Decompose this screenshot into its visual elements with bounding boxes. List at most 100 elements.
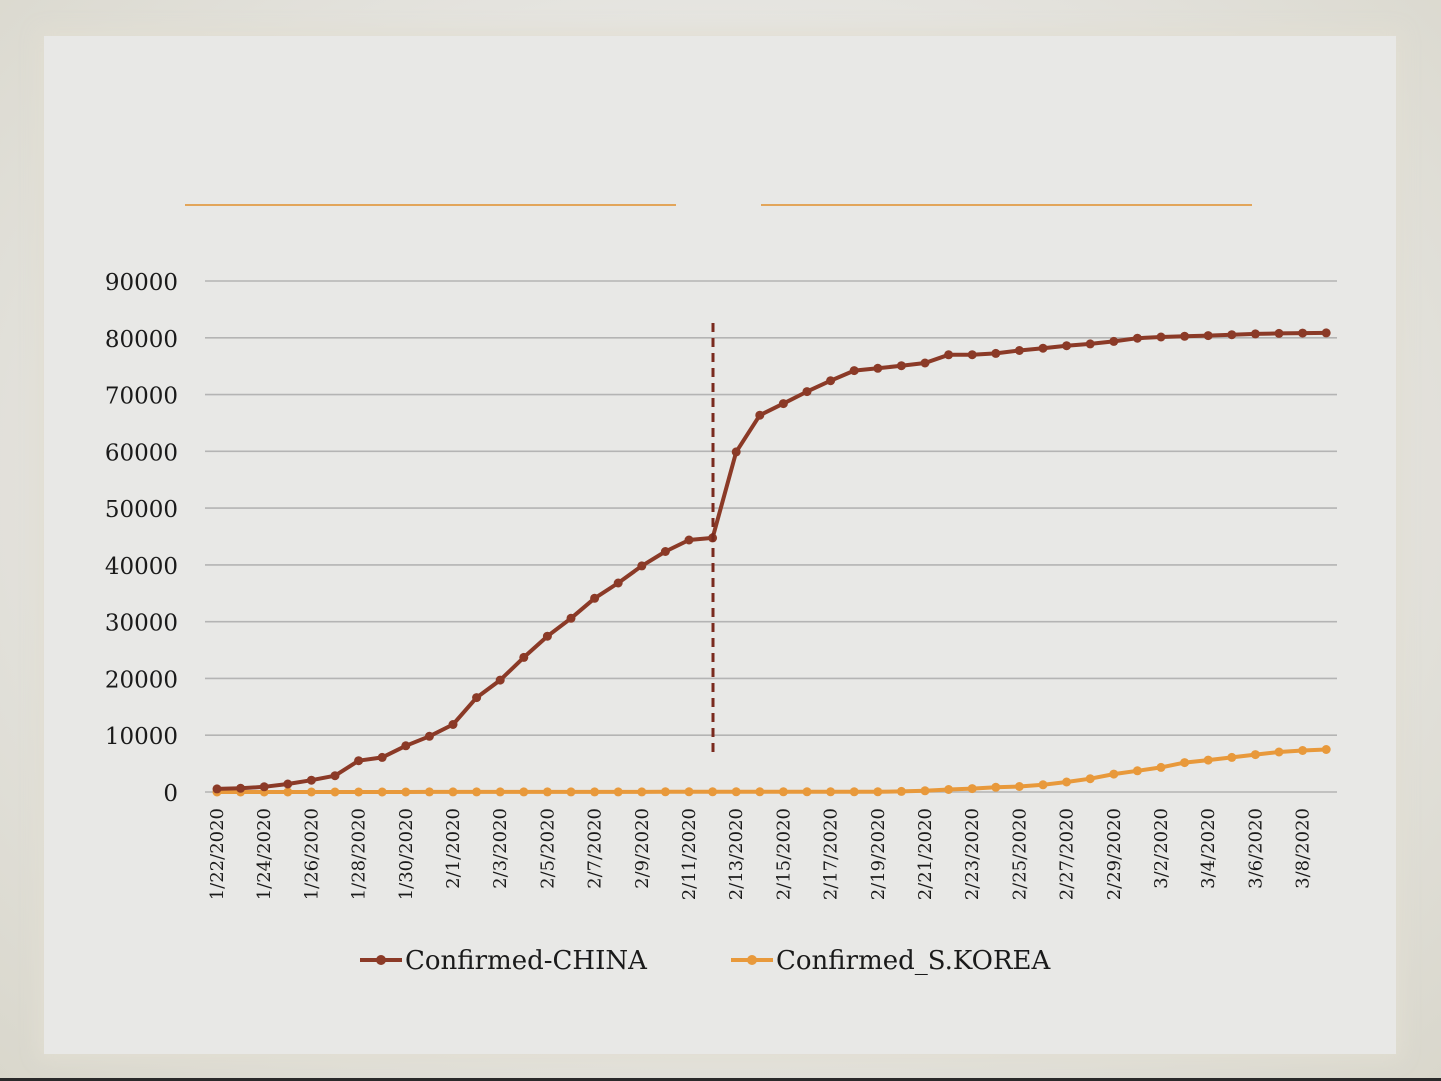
data-point-korea xyxy=(1227,752,1237,762)
x-tick-label: 2/17/2020 xyxy=(821,808,842,900)
x-tick-label: 2/21/2020 xyxy=(915,808,936,900)
legend-label-korea: Confirmed_S.KOREA xyxy=(776,946,1051,976)
x-tick-label: 2/25/2020 xyxy=(1009,808,1030,900)
data-point-china xyxy=(1132,333,1142,343)
data-point-china xyxy=(424,731,434,741)
x-tick-label: 2/15/2020 xyxy=(773,808,794,900)
data-point-korea xyxy=(967,784,977,794)
data-point-korea xyxy=(613,787,623,797)
y-tick-label: 90000 xyxy=(105,270,178,296)
legend-label-china: Confirmed-CHINA xyxy=(405,946,648,976)
data-point-korea xyxy=(731,787,741,797)
data-point-china xyxy=(778,399,788,409)
data-point-china xyxy=(1156,332,1166,342)
data-point-china xyxy=(944,350,954,360)
x-tick-label: 3/2/2020 xyxy=(1151,808,1172,889)
x-tick-label: 2/3/2020 xyxy=(490,808,511,889)
data-point-korea xyxy=(849,787,859,797)
data-point-korea xyxy=(472,787,482,797)
series-korea xyxy=(212,745,1331,797)
x-tick-label: 2/19/2020 xyxy=(868,808,889,900)
x-tick-label: 1/30/2020 xyxy=(396,808,417,900)
data-point-china xyxy=(566,613,576,623)
data-point-korea xyxy=(306,787,316,797)
data-point-china xyxy=(1203,331,1213,341)
data-point-china xyxy=(755,410,765,420)
x-tick-label: 2/23/2020 xyxy=(962,808,983,900)
data-point-korea xyxy=(708,787,718,797)
data-point-china xyxy=(1274,328,1284,338)
y-tick-label: 20000 xyxy=(105,667,178,693)
x-tick-label: 3/6/2020 xyxy=(1245,808,1266,889)
data-point-korea xyxy=(873,787,883,797)
data-point-korea xyxy=(1085,774,1095,784)
y-tick-label: 0 xyxy=(163,781,178,807)
data-point-china xyxy=(613,578,623,588)
data-point-korea xyxy=(495,787,505,797)
x-axis-ticks: 1/22/2020 1/24/2020 1/26/2020 1/28/2020 1/30… xyxy=(207,808,1314,900)
data-point-china xyxy=(377,752,387,762)
data-point-korea xyxy=(424,787,434,797)
x-tick-label: 2/27/2020 xyxy=(1057,808,1078,900)
y-tick-label: 80000 xyxy=(105,327,178,353)
data-point-china xyxy=(660,547,670,556)
x-tick-label: 1/28/2020 xyxy=(349,808,370,900)
grid-lines xyxy=(205,280,1337,793)
data-point-korea xyxy=(1156,762,1166,772)
bottom-edge-bar xyxy=(0,1078,1441,1081)
data-point-china xyxy=(236,783,246,793)
data-point-korea xyxy=(377,787,387,797)
data-point-korea xyxy=(590,787,600,797)
data-point-korea xyxy=(519,787,529,797)
x-tick-label: 2/5/2020 xyxy=(537,808,558,889)
data-point-china xyxy=(731,447,741,457)
data-point-china xyxy=(542,631,552,641)
data-point-china xyxy=(354,756,364,766)
data-point-china xyxy=(1298,328,1308,338)
data-point-korea xyxy=(991,782,1001,792)
data-point-china xyxy=(519,652,529,662)
data-point-china xyxy=(590,593,600,603)
x-tick-label: 2/11/2020 xyxy=(679,808,700,900)
data-point-china xyxy=(1227,330,1237,340)
y-tick-label: 60000 xyxy=(105,440,178,466)
data-point-korea xyxy=(1132,766,1142,776)
data-point-china xyxy=(896,361,906,371)
data-point-korea xyxy=(1014,782,1024,791)
x-tick-label: 1/26/2020 xyxy=(301,808,322,900)
y-tick-label: 40000 xyxy=(105,554,178,580)
data-point-china xyxy=(1109,336,1119,346)
data-point-korea xyxy=(660,787,670,797)
data-point-korea xyxy=(778,787,788,797)
data-point-korea xyxy=(637,787,647,797)
x-tick-label: 2/1/2020 xyxy=(443,808,464,889)
data-point-china xyxy=(259,782,269,792)
data-point-china xyxy=(967,350,977,360)
data-point-korea xyxy=(448,787,458,797)
data-point-china xyxy=(212,784,222,794)
legend: Confirmed-CHINA Confirmed_S.KOREA xyxy=(360,946,1051,976)
data-point-korea xyxy=(826,787,836,797)
data-point-china xyxy=(1014,346,1024,355)
data-point-korea xyxy=(1321,745,1331,754)
y-tick-label: 10000 xyxy=(105,724,178,750)
data-point-china xyxy=(401,741,411,751)
data-point-korea xyxy=(920,786,930,796)
title-underline-left xyxy=(185,204,676,206)
data-point-china xyxy=(802,387,812,397)
data-point-korea xyxy=(283,787,293,797)
data-point-china xyxy=(637,561,647,571)
series-line-china xyxy=(216,330,1327,791)
x-tick-label: 1/24/2020 xyxy=(254,808,275,900)
data-point-china xyxy=(330,771,340,781)
data-point-korea xyxy=(1203,755,1213,765)
data-point-korea xyxy=(802,787,812,797)
data-point-china xyxy=(283,779,293,789)
data-point-korea xyxy=(401,787,411,797)
x-tick-label: 2/9/2020 xyxy=(632,808,653,889)
x-tick-label: 2/29/2020 xyxy=(1104,808,1125,900)
data-point-china xyxy=(1321,328,1331,338)
data-point-china xyxy=(1038,343,1048,353)
data-point-china xyxy=(1085,339,1095,349)
